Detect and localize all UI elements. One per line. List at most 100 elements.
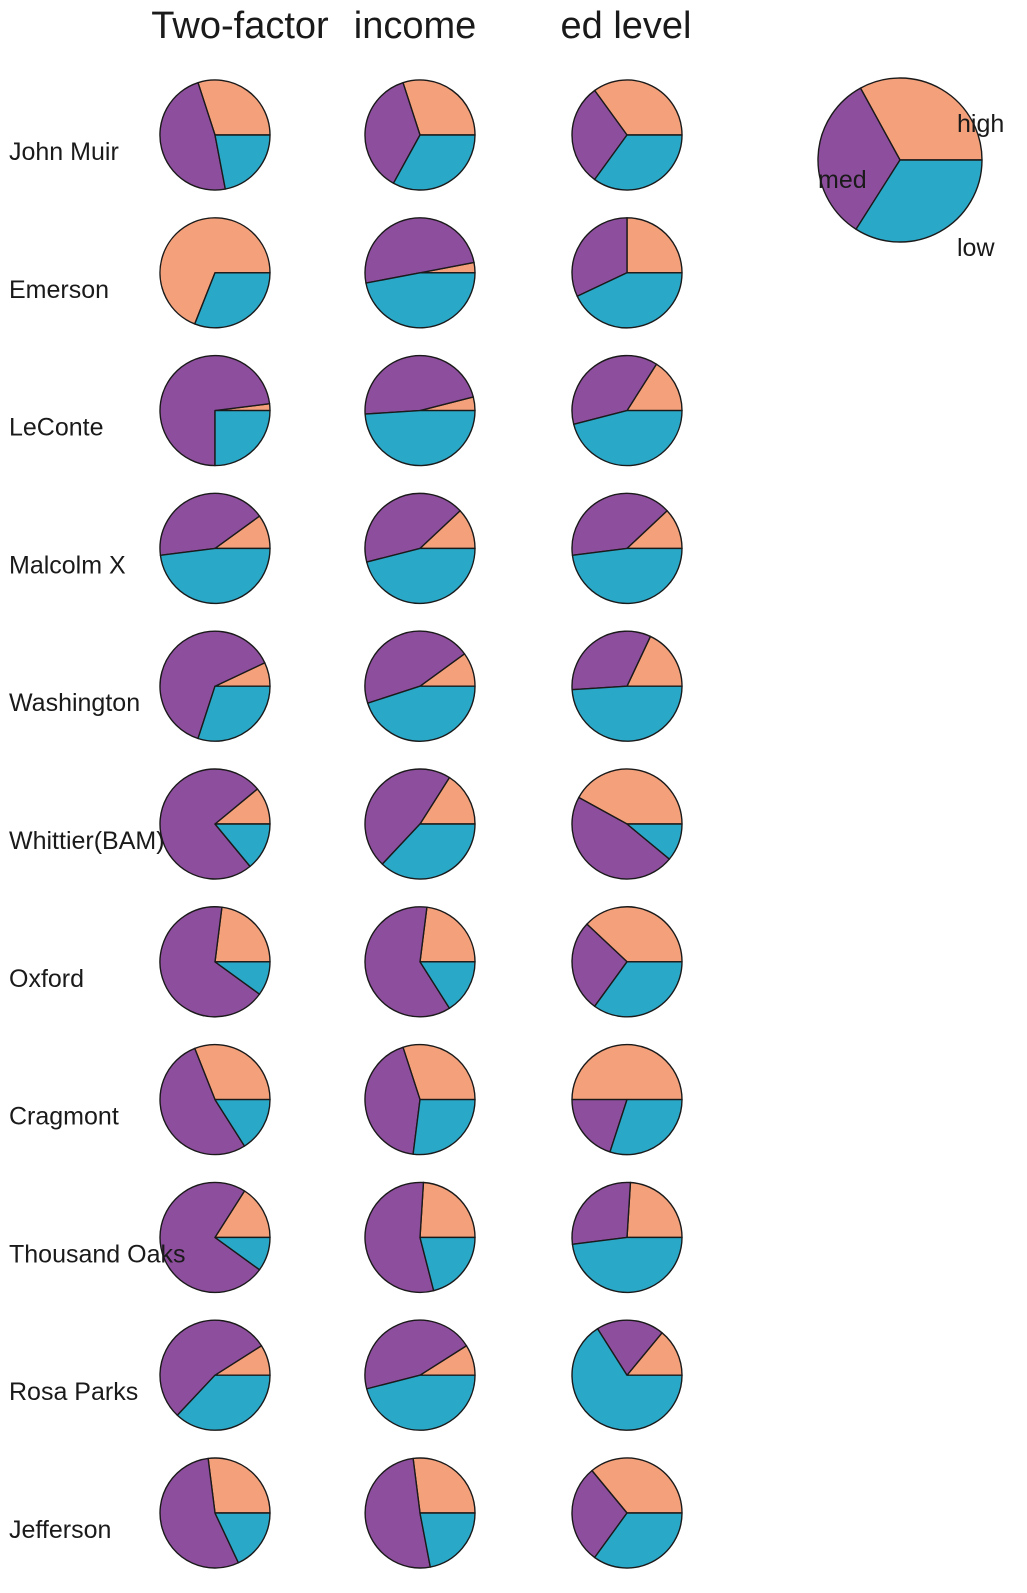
pie-washington-ed-level-slice-med bbox=[571, 630, 652, 691]
pie-thousand-oaks-income-slice-high bbox=[419, 1181, 476, 1239]
pie-whittier-bam-income-slice-high bbox=[419, 776, 476, 825]
row-label-whittier-bam: Whittier(BAM) bbox=[9, 827, 165, 855]
pie-whittier-bam-two-factor bbox=[159, 768, 271, 880]
pie-cragmont-two-factor bbox=[159, 1043, 271, 1156]
pie-oxford-ed-level bbox=[571, 906, 683, 1018]
pie-cragmont-income-slice-low bbox=[412, 1098, 476, 1156]
pie-cragmont-two-factor-slice-med bbox=[159, 1047, 246, 1156]
pie-rosa-parks-ed-level bbox=[571, 1319, 683, 1431]
pie-jefferson-two-factor bbox=[159, 1457, 271, 1569]
legend-label-med: med bbox=[818, 166, 867, 194]
pie-jefferson-two-factor-slice-low bbox=[214, 1512, 271, 1564]
pie-thousand-oaks-ed-level-slice-high bbox=[626, 1181, 683, 1239]
pie-whittier-bam-income bbox=[364, 768, 476, 880]
pie-thousand-oaks-two-factor bbox=[159, 1181, 271, 1294]
pie-rosa-parks-ed-level-slice-med bbox=[596, 1319, 663, 1376]
pie-emerson-ed-level-slice-low bbox=[576, 272, 683, 329]
pie-malcolm-x-two-factor-slice-low bbox=[159, 547, 271, 605]
pie-cragmont-income bbox=[364, 1043, 476, 1156]
pie-malcolm-x-income-slice-low bbox=[366, 547, 476, 605]
pie-oxford-income-slice-low bbox=[419, 961, 476, 1009]
legend-label-high: high bbox=[957, 110, 1004, 138]
pie-john-muir-income-slice-med bbox=[364, 81, 421, 184]
pie-leconte-income-slice-med bbox=[364, 354, 474, 415]
row-labels: John Muir Emerson LeConte Malcolm X Washingt… bbox=[9, 138, 186, 1544]
pie-thousand-oaks-income-slice-med bbox=[364, 1181, 435, 1294]
legend-pie-slice-low bbox=[855, 159, 983, 243]
legend-label-low: low bbox=[957, 234, 995, 262]
pie-rosa-parks-two-factor-slice-low bbox=[176, 1374, 271, 1431]
pie-malcolm-x-ed-level bbox=[571, 492, 683, 605]
pie-oxford-income-slice-med bbox=[364, 906, 451, 1018]
pie-emerson-ed-level bbox=[571, 217, 683, 329]
pie-thousand-oaks-income bbox=[364, 1181, 476, 1294]
pie-jefferson-income bbox=[364, 1457, 476, 1569]
pie-thousand-oaks-ed-level bbox=[571, 1181, 683, 1294]
pie-leconte-ed-level-slice-low bbox=[573, 409, 683, 467]
pie-rosa-parks-ed-level-slice-low bbox=[571, 1328, 683, 1431]
pie-leconte-income bbox=[364, 354, 476, 467]
pie-jefferson-ed-level-slice-med bbox=[571, 1469, 628, 1559]
pie-washington-two-factor-slice-low bbox=[197, 685, 271, 742]
pie-rosa-parks-income-slice-low bbox=[366, 1374, 476, 1431]
pie-john-muir-two-factor-slice-med bbox=[159, 81, 227, 191]
pie-washington-two-factor-slice-med bbox=[159, 630, 266, 740]
pie-john-muir-income-slice-low bbox=[392, 134, 476, 191]
pie-leconte-ed-level-slice-med bbox=[571, 354, 658, 425]
pie-jefferson-ed-level bbox=[571, 1457, 683, 1569]
pie-leconte-ed-level-slice-high bbox=[626, 363, 683, 412]
pie-emerson-two-factor-slice-high bbox=[159, 217, 271, 325]
pie-john-muir-two-factor bbox=[159, 79, 271, 191]
legend-pie-slice-high bbox=[859, 77, 983, 161]
pie-john-muir-ed-level-slice-high bbox=[593, 79, 683, 136]
pie-washington-income-slice-low bbox=[366, 685, 476, 742]
pie-thousand-oaks-ed-level-slice-low bbox=[571, 1236, 683, 1294]
pie-whittier-bam-ed-level bbox=[571, 768, 683, 880]
pie-washington-income bbox=[364, 630, 476, 742]
pie-oxford-ed-level-slice-low bbox=[593, 961, 683, 1018]
pie-whittier-bam-income-slice-med bbox=[364, 768, 451, 865]
pie-malcolm-x-ed-level-slice-low bbox=[571, 547, 683, 605]
pie-malcolm-x-two-factor-slice-med bbox=[159, 492, 261, 556]
column-title-two-factor: Two-factor bbox=[151, 5, 329, 47]
pie-thousand-oaks-income-slice-low bbox=[419, 1236, 476, 1292]
pie-emerson-two-factor-slice-low bbox=[194, 272, 271, 329]
row-label-leconte: LeConte bbox=[9, 414, 104, 442]
pie-thousand-oaks-two-factor-slice-high bbox=[214, 1190, 271, 1239]
pie-thousand-oaks-two-factor-slice-med bbox=[159, 1181, 261, 1294]
pie-rosa-parks-income-slice-med bbox=[364, 1319, 468, 1390]
pie-oxford-income bbox=[364, 906, 476, 1018]
row-label-thousand-oaks: Thousand Oaks bbox=[9, 1240, 186, 1268]
pie-jefferson-income-slice-med bbox=[364, 1457, 432, 1569]
legend-pie: high low med bbox=[817, 77, 1004, 262]
pie-rosa-parks-income bbox=[364, 1319, 476, 1431]
pie-john-muir-ed-level-slice-low bbox=[593, 134, 683, 191]
pie-whittier-bam-income-slice-low bbox=[381, 823, 476, 880]
pie-rosa-parks-two-factor-slice-med bbox=[159, 1319, 263, 1416]
pie-cragmont-two-factor-slice-high bbox=[194, 1043, 271, 1101]
pie-emerson-ed-level-slice-high bbox=[626, 217, 683, 274]
pie-jefferson-ed-level-slice-low bbox=[593, 1512, 683, 1569]
pie-emerson-income bbox=[364, 217, 476, 329]
pie-oxford-income-slice-high bbox=[419, 906, 476, 963]
pie-oxford-two-factor-slice-high bbox=[214, 906, 271, 963]
pie-oxford-ed-level-slice-med bbox=[571, 923, 628, 1007]
pie-whittier-bam-two-factor-slice-med bbox=[159, 768, 259, 880]
pie-cragmont-ed-level-slice-low bbox=[609, 1098, 683, 1156]
pie-whittier-bam-ed-level-slice-low bbox=[626, 823, 683, 860]
pie-washington-two-factor bbox=[159, 630, 271, 742]
row-label-washington: Washington bbox=[9, 689, 140, 717]
pie-john-muir-income-slice-high bbox=[402, 79, 476, 136]
pie-thousand-oaks-ed-level-slice-med bbox=[571, 1181, 632, 1245]
pie-emerson-ed-level-slice-med bbox=[571, 217, 628, 297]
pie-whittier-bam-ed-level-slice-high bbox=[578, 768, 683, 825]
row-label-john-muir: John Muir bbox=[9, 138, 119, 166]
pie-washington-ed-level-slice-high bbox=[626, 635, 683, 687]
pie-emerson-income-slice-med bbox=[364, 217, 475, 284]
pie-oxford-two-factor-slice-low bbox=[214, 961, 271, 995]
row-label-oxford: Oxford bbox=[9, 965, 84, 993]
pie-emerson-income-slice-low bbox=[365, 272, 476, 329]
pie-grid bbox=[159, 79, 683, 1569]
pie-leconte-two-factor bbox=[159, 354, 271, 467]
pie-washington-income-slice-med bbox=[364, 630, 466, 704]
